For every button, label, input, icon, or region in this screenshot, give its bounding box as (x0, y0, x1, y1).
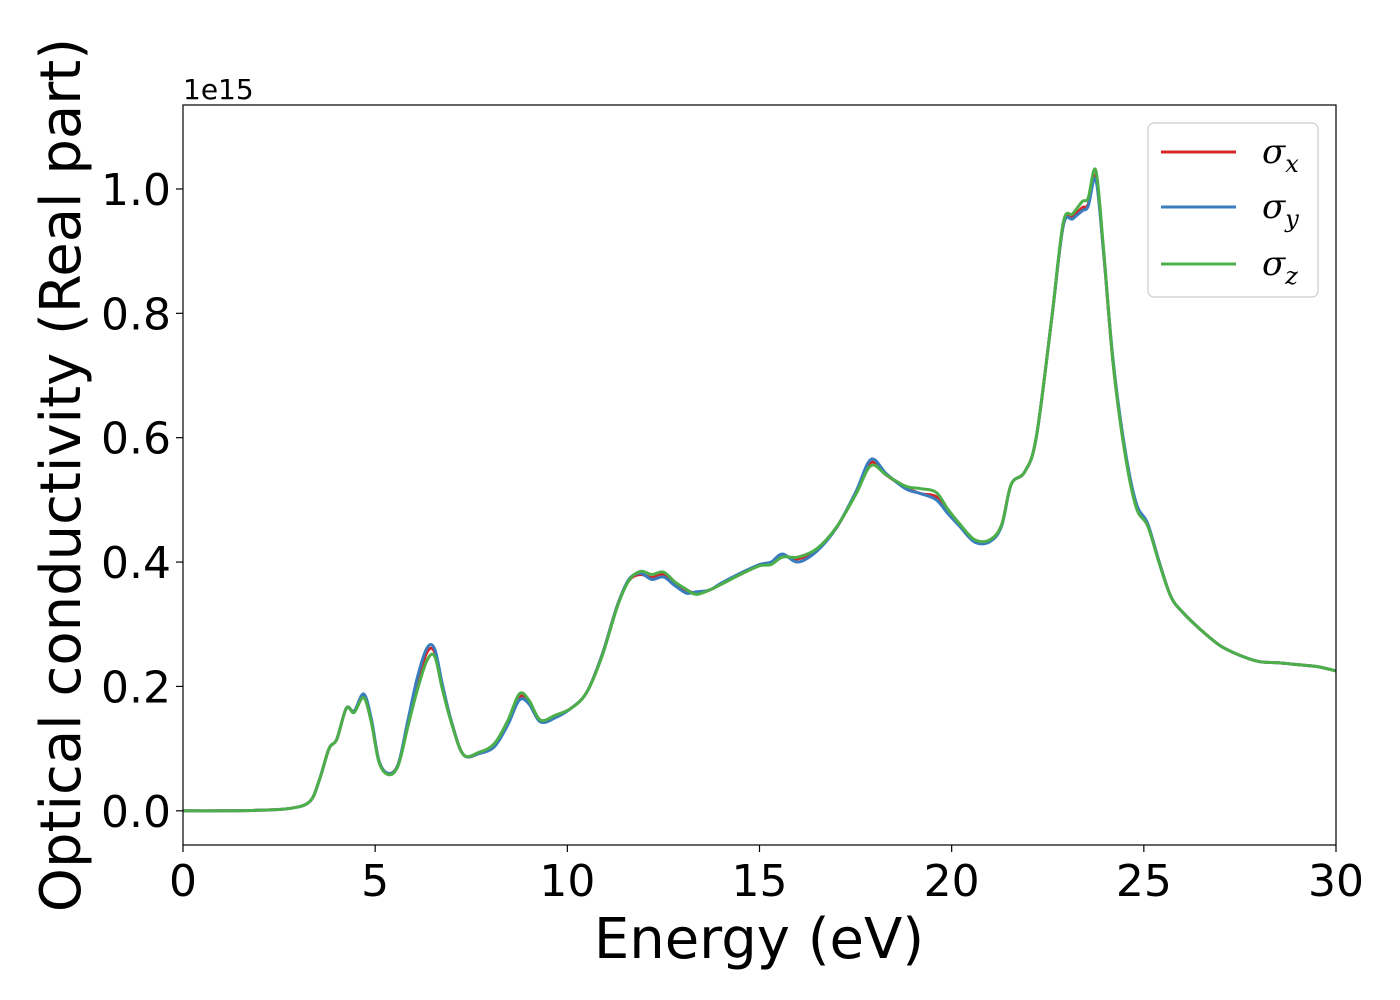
y-axis-ticks: 0.0 0.2 0.4 0.6 0.8 1.0 (101, 165, 183, 838)
x-axis-label: Energy (eV) (594, 907, 924, 972)
y-tick-label: 0.8 (101, 289, 171, 340)
y-tick-label: 0.4 (101, 538, 171, 589)
legend-label-y: σy (1262, 187, 1299, 233)
x-tick-label: 30 (1308, 856, 1364, 907)
y-tick-label: 0.0 (101, 787, 171, 838)
y-axis-label: Optical conductivity (Real part) (29, 38, 94, 912)
legend: σx σy σz (1147, 122, 1319, 298)
legend-box (1147, 122, 1319, 298)
x-tick-label: 0 (169, 856, 197, 907)
x-tick-label: 15 (732, 856, 788, 907)
y-offset-label: 1e15 (183, 73, 254, 106)
y-tick-label: 0.2 (101, 662, 171, 713)
series-layer (183, 167, 1336, 813)
series-line-z (183, 167, 1336, 813)
x-tick-label: 10 (539, 856, 595, 907)
x-tick-label: 5 (361, 856, 389, 907)
y-tick-label: 0.6 (101, 414, 171, 465)
x-axis-ticks: 0 5 10 15 20 25 30 (169, 845, 1364, 907)
legend-label-z: σz (1262, 244, 1298, 290)
x-tick-label: 20 (924, 856, 980, 907)
x-tick-label: 25 (1116, 856, 1172, 907)
legend-label-x: σx (1262, 132, 1299, 178)
y-tick-label: 1.0 (101, 165, 171, 216)
